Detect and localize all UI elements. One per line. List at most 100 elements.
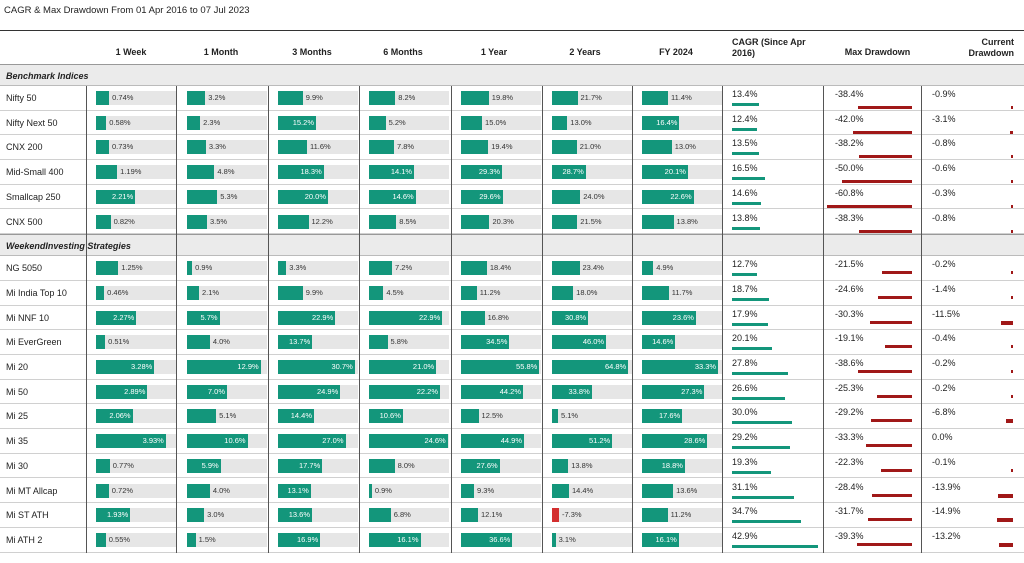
bar-label: 12.1% (480, 510, 503, 520)
current-drawdown-value: -0.4% (932, 333, 956, 344)
bar-cell: 64.8% (552, 360, 632, 374)
bar-label: 3.3% (208, 142, 226, 152)
bar-cell: 0.77% (96, 458, 176, 473)
bar (369, 532, 421, 547)
max-drawdown-value: -50.0% (835, 163, 864, 174)
bar-label: 15.2% (292, 117, 314, 127)
bar (642, 483, 674, 498)
bar-label: 5.7% (200, 312, 218, 322)
bar (96, 214, 111, 229)
cagr-bar (732, 322, 768, 326)
table-row: NG 5050 1.25% 0.9% 3.3% 7.2% 18.4% 23.4% 4.9% 12… (0, 256, 1024, 281)
bar-cell: 34.5% (461, 335, 541, 350)
bar-label: 20.3% (492, 216, 514, 226)
bar (278, 508, 312, 523)
bar-cell: 22.9% (278, 310, 358, 325)
bar (278, 165, 324, 180)
current-drawdown-value: -14.9% (932, 506, 961, 517)
bar-cell: 3.93% (96, 434, 176, 449)
bar-cell: 8.2% (369, 91, 449, 105)
row-label: Mi EverGreen (6, 337, 62, 348)
bar (96, 360, 155, 374)
bar-cell: 1.93% (96, 508, 176, 523)
bar-label: 11.7% (671, 287, 693, 297)
bar (552, 285, 574, 300)
bar (461, 483, 475, 498)
bar-label: 30.8% (564, 312, 587, 322)
bar (642, 508, 668, 523)
bar-cell: 27.3% (642, 384, 722, 399)
bar (552, 508, 559, 523)
bar-label: 5.1% (561, 411, 579, 421)
max-drawdown-bar (858, 155, 912, 159)
current-drawdown-value: -6.8% (932, 407, 956, 418)
cagr-value: 31.1% (732, 481, 758, 492)
bar (187, 214, 207, 229)
bar (96, 458, 110, 473)
bar-label: 21.0% (579, 142, 601, 152)
bar-cell: 24.6% (369, 434, 449, 449)
max-drawdown-bar (876, 394, 912, 398)
bar-cell: 30.7% (278, 360, 358, 374)
max-drawdown-value: -22.3% (835, 456, 864, 467)
table-row: Mi ATH 2 0.55% 1.5% 16.9% 16.1% 36.6% 3.1% 16.1… (0, 528, 1024, 553)
bar (461, 458, 500, 473)
bar (187, 508, 205, 523)
max-drawdown-value: -33.3% (835, 432, 864, 443)
column-separator (722, 86, 723, 553)
bar (461, 434, 525, 449)
bar-label: 28.7% (562, 167, 584, 177)
bar-cell: 6.8% (369, 508, 449, 523)
bar (96, 483, 109, 498)
max-drawdown-value: -29.2% (835, 407, 864, 418)
bar-label: 2.27% (113, 312, 135, 322)
bar (461, 165, 503, 180)
bar-cell: 16.9% (278, 532, 358, 547)
cagr-value: 13.8% (732, 212, 758, 223)
bar-label: 33.8% (568, 386, 590, 396)
bar (369, 165, 415, 180)
bar-cell: 7.2% (369, 261, 449, 276)
max-drawdown-value: -38.6% (835, 358, 864, 368)
bar-cell: 21.7% (552, 91, 632, 105)
column-separator (542, 86, 543, 553)
table-row: Mi 25 2.06% 5.1% 14.4% 10.6% 12.5% 5.1% 17.6% 30… (0, 404, 1024, 430)
current-drawdown-value: -13.2% (932, 530, 961, 541)
max-drawdown-bar (880, 468, 912, 472)
bar-cell: 18.3% (278, 165, 358, 180)
bar (642, 335, 676, 350)
bar-label: 0.51% (108, 337, 130, 347)
bar-label: 3.5% (210, 216, 228, 226)
bar-label: 1.25% (121, 263, 143, 273)
column-separator (451, 86, 452, 553)
bar (187, 434, 248, 449)
table-row: CNX 200 0.73% 3.3% 11.6% 7.8% 19.4% 21.0% 13.0%… (0, 135, 1024, 161)
bar-label: 9.9% (305, 93, 323, 102)
bar-label: 30.7% (331, 362, 353, 371)
bar-label: 1.5% (198, 534, 216, 544)
bar-cell: 44.2% (461, 384, 541, 399)
max-drawdown-value: -38.4% (835, 89, 864, 99)
bar (96, 310, 137, 325)
cagr-value: 16.5% (732, 163, 758, 174)
bar-label: 4.9% (656, 263, 674, 273)
bar (369, 261, 393, 276)
bar-cell: 27.6% (461, 458, 541, 473)
bar-label: -7.3% (562, 510, 582, 520)
row-label: Mi 35 (6, 436, 29, 447)
bar (187, 384, 227, 399)
bar-cell: 22.6% (642, 189, 722, 204)
bar (461, 115, 483, 130)
bar-label: 46.0% (582, 337, 605, 347)
bar-label: 20.0% (304, 191, 326, 201)
row-label: Mi 25 (6, 411, 29, 422)
bar-cell: 4.5% (369, 285, 449, 300)
bar-label: 1.19% (120, 167, 142, 177)
bar (552, 532, 556, 547)
bar-cell: 24.0% (552, 189, 632, 204)
bar-cell: 10.6% (369, 409, 449, 424)
row-label: Nifty Next 50 (6, 117, 58, 128)
bar (461, 214, 490, 229)
bar-label: 10.6% (224, 436, 246, 446)
bar (187, 335, 210, 350)
